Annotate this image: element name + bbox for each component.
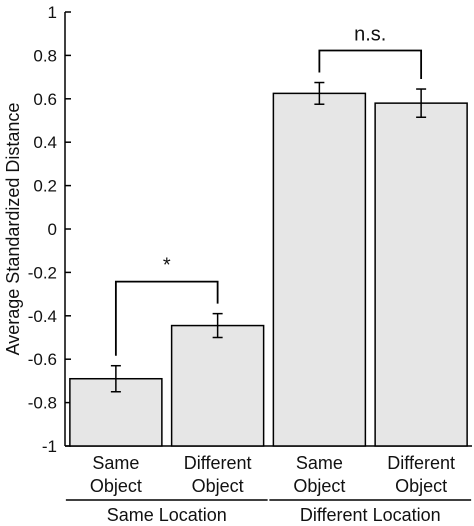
category-label-line2: Object: [395, 476, 447, 496]
bars: [69, 92, 468, 447]
y-tick-label: -1: [42, 437, 57, 456]
y-tick-label: -0.6: [28, 350, 57, 369]
significance-label: n.s.: [354, 24, 386, 46]
category-label-line2: Object: [192, 476, 244, 496]
bar: [374, 102, 468, 447]
group-label: Different Location: [300, 505, 441, 525]
y-tick-label: 0.8: [33, 46, 57, 65]
category-label-line2: Object: [293, 476, 345, 496]
y-tick-label: 0.4: [33, 133, 57, 152]
y-tick-label: -0.8: [28, 394, 57, 413]
significance-bracket: [318, 49, 423, 80]
bar: [272, 92, 367, 447]
category-label-line2: Object: [90, 476, 142, 496]
y-tick-label: 0.2: [33, 177, 57, 196]
y-tick-label: -0.4: [28, 307, 57, 326]
category-labels: Same Object Different Object Same Object Diffe…: [90, 453, 455, 496]
significance-label: *: [163, 255, 171, 277]
group-labels: Same Location Different Location: [65, 499, 472, 525]
category-label-line1: Same: [92, 453, 139, 473]
category-label-line1: Different: [387, 453, 455, 473]
significance-annotations: * n.s.: [114, 24, 423, 356]
category-label-line1: Same: [296, 453, 343, 473]
y-tick-label: -0.2: [28, 263, 57, 282]
y-tick-label: 1: [48, 3, 57, 22]
group-label: Same Location: [107, 505, 227, 525]
significance-bracket: [114, 280, 219, 356]
y-tick-label: 0: [48, 220, 57, 239]
bar: [170, 324, 265, 447]
y-axis-label: Average Standardized Distance: [3, 103, 23, 356]
category-label-line1: Different: [184, 453, 252, 473]
y-tick-label: 0.6: [33, 90, 57, 109]
error-bars: [110, 81, 427, 393]
